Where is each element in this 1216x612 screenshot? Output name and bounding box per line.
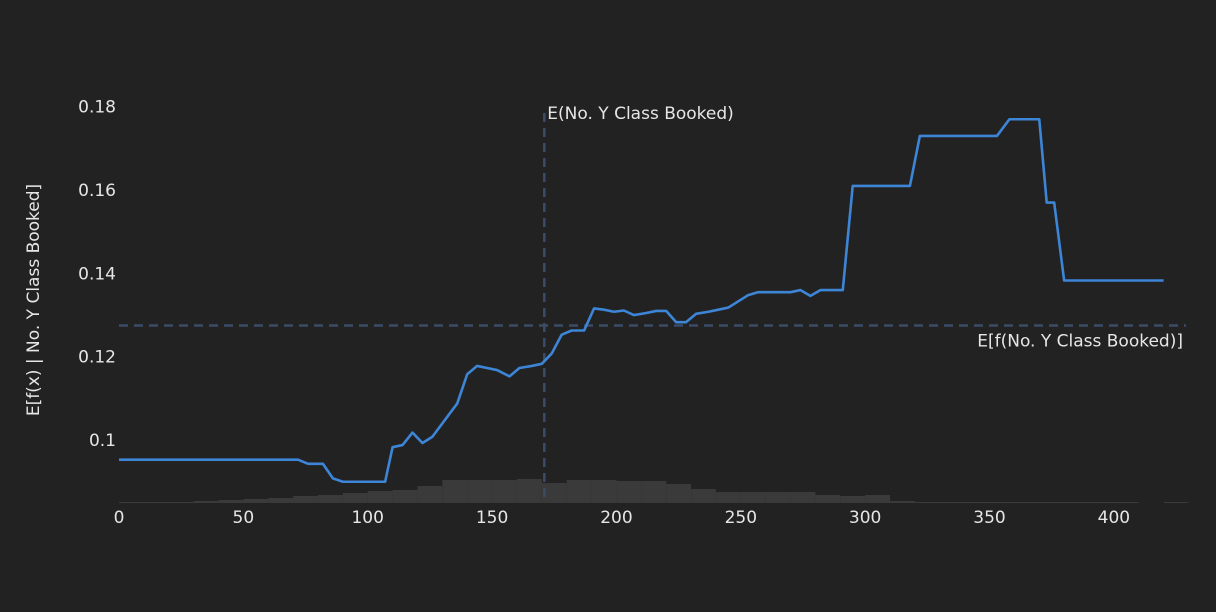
histogram-bar	[143, 502, 169, 503]
histogram-bar	[715, 492, 741, 503]
y-tick-label: 0.16	[78, 181, 116, 201]
x-tick-label: 250	[725, 508, 757, 528]
histogram-bar	[939, 502, 965, 503]
histogram-bar	[914, 502, 940, 503]
histogram-bar	[243, 499, 269, 503]
histogram-bar	[641, 481, 667, 503]
x-tick-label: 0	[114, 508, 125, 528]
histogram-bar	[964, 502, 990, 503]
histogram-bar	[218, 500, 244, 503]
histogram-bar	[293, 496, 318, 503]
x-tick-label: 350	[973, 508, 1005, 528]
x-tick-label: 100	[351, 508, 383, 528]
histogram-bar	[765, 492, 791, 503]
histogram-bar	[691, 489, 716, 503]
histogram-bar	[342, 493, 368, 503]
histogram-bar	[790, 492, 816, 503]
reference-label: E(No. Y Class Booked)	[547, 104, 734, 124]
histogram-bar	[1089, 502, 1114, 503]
histogram-bar	[740, 492, 766, 503]
histogram-bar	[541, 483, 567, 503]
y-tick-label: 0.12	[78, 348, 116, 368]
reference-label: E[f(No. Y Class Booked)]	[977, 332, 1183, 352]
y-axis-label: E[f(x) | No. Y Class Booked]	[24, 184, 44, 416]
y-tick-label: 0.1	[89, 431, 116, 451]
line	[119, 117, 1164, 484]
histogram-bar	[442, 480, 468, 503]
histogram-bar	[989, 502, 1015, 503]
y-tick-label: 0.14	[78, 264, 116, 284]
histogram-bar	[168, 502, 194, 503]
histogram-bar	[367, 491, 393, 503]
histogram-bar	[193, 501, 219, 503]
histogram-bar	[1014, 502, 1040, 503]
histogram-bar	[865, 495, 891, 503]
x-tick-label: 150	[476, 508, 508, 528]
x-tick-label: 300	[849, 508, 881, 528]
x-tick-label: 50	[233, 508, 255, 528]
histogram-bar	[492, 480, 517, 503]
histogram-bar	[392, 490, 418, 503]
histogram-bar	[815, 495, 841, 503]
histogram-bar	[317, 495, 343, 503]
histogram-bar	[516, 479, 542, 503]
histogram-bar	[591, 480, 617, 503]
x-tick-label: 200	[600, 508, 632, 528]
histogram-bar	[616, 481, 642, 503]
histogram-bar	[417, 486, 443, 503]
histogram-bar	[890, 501, 915, 503]
histogram-bar	[1113, 502, 1139, 503]
histogram-bar	[119, 502, 144, 503]
x-tick-label: 400	[1098, 508, 1130, 528]
histogram-bar	[1064, 502, 1089, 503]
histogram-bar	[840, 496, 866, 503]
histogram-bar	[467, 480, 493, 503]
histogram-bar	[666, 484, 692, 503]
histogram-bar	[268, 498, 294, 503]
histogram-bar	[566, 480, 592, 503]
y-tick-label: 0.18	[78, 98, 116, 118]
histogram-bar	[1039, 502, 1065, 503]
histogram-bar	[1163, 502, 1189, 503]
